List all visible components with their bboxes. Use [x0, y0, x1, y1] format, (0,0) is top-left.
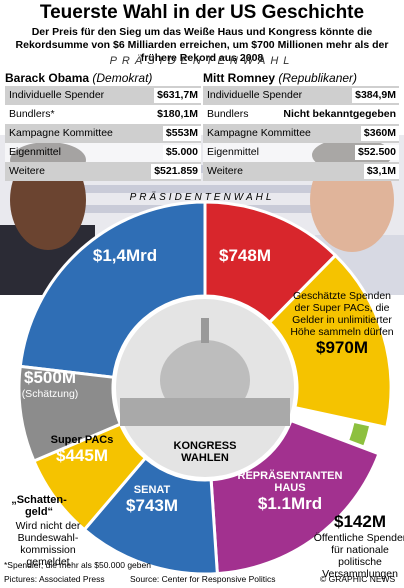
subtitle: Der Preis für den Sieg um das Weiße Haus… — [15, 26, 389, 64]
section-label: PRÄSIDENTENWAHL — [109, 55, 295, 67]
row-label: Weitere — [9, 165, 45, 177]
value-label: $1,4Mrd — [92, 246, 158, 265]
value-label: $970M — [316, 338, 368, 357]
row-value: $521.859 — [151, 164, 201, 179]
row-value: $631,7M — [154, 88, 201, 103]
table-row: Individuelle Spender $384,9M — [203, 86, 399, 105]
row-value: $180,1M — [154, 107, 201, 122]
footnote: *Spendier, die mehr als $50.000 geben — [4, 560, 151, 570]
row-value: $5.000 — [162, 145, 201, 160]
table-row: Eigenmittel $5.000 — [5, 143, 201, 162]
segment-label: $748M — [205, 246, 285, 266]
table-row: Kampagne Kommittee $360M — [203, 124, 399, 143]
row-label: Kampagne Kommittee — [207, 127, 311, 139]
row-value: $553M — [162, 126, 201, 141]
row-value: $3,1M — [363, 164, 399, 179]
row-label: Bundlers — [207, 108, 249, 120]
row-value: $52.500 — [355, 145, 399, 160]
title: Teuerste Wahl in der US Geschichte — [39, 2, 365, 23]
table-row: Bundlers* $180,1M — [5, 105, 201, 124]
value-label: $743M — [126, 496, 178, 515]
candidate-name: Mitt Romney (Republikaner) — [203, 71, 399, 85]
segment-label: SENAT $743M — [112, 484, 192, 516]
segment-label: REPRÄSENTANTEN HAUS $1.1Mrd — [230, 470, 350, 514]
segment-label: $500M (Schätzung) — [10, 368, 90, 400]
name: Mitt Romney — [203, 71, 275, 85]
row-label: Bundlers* — [9, 108, 55, 120]
table-row: Weitere $3,1M — [203, 162, 399, 181]
annotation: Wird nicht der Bundeswahl-kommission gem… — [15, 520, 81, 568]
table-row: Weitere $521.859 — [5, 162, 201, 181]
pictures-credit: Pictures: Associated Press — [4, 574, 105, 584]
value-label: $142M — [334, 512, 386, 531]
row-label: Individuelle Spender — [9, 89, 105, 101]
pie-segment — [17, 364, 123, 463]
segment-label: Geschätzte Spenden der Super PACs, die G… — [286, 290, 398, 358]
capitol-base — [120, 398, 290, 426]
row-value: $384,9M — [352, 88, 399, 103]
row-label: Eigenmittel — [9, 146, 61, 158]
category-label: Geschätzte Spenden der Super PACs, die G… — [290, 290, 394, 338]
category-label: SENAT — [133, 484, 171, 496]
pie-segment — [209, 418, 381, 576]
table-row: Bundlers Nicht bekanntgegeben — [203, 105, 399, 124]
party: (Republikaner) — [278, 71, 358, 85]
value-label: $500M — [24, 368, 76, 387]
category-label: „Schatten-geld“ — [11, 494, 67, 518]
credit: © GRAPHIC NEWS — [320, 574, 396, 584]
table-row: Kampagne Kommittee $553M — [5, 124, 201, 143]
category-label: Super PACs — [50, 434, 114, 446]
value-label: $445M — [56, 446, 108, 465]
party: (Demokrat) — [92, 71, 153, 85]
row-label: Kampagne Kommittee — [9, 127, 113, 139]
segment-label: $1,4Mrd — [80, 246, 170, 266]
category-label: REPRÄSENTANTEN HAUS — [237, 470, 343, 494]
segment-label: Super PACs $445M — [42, 434, 122, 466]
table-row: Eigenmittel $52.500 — [203, 143, 399, 162]
capitol-spire — [201, 318, 209, 343]
segment-label: $142M Öffentliche Spender für nationale p… — [310, 512, 404, 580]
pie-segment — [267, 253, 393, 430]
row-value: $360M — [360, 126, 399, 141]
annotation: (Schätzung) — [21, 388, 79, 400]
table-row: Individuelle Spender $631,7M — [5, 86, 201, 105]
row-label: Individuelle Spender — [207, 89, 303, 101]
row-label: Eigenmittel — [207, 146, 259, 158]
source: Source: Center for Responsive Politics — [130, 574, 276, 584]
center-label: KONGRESS WAHLEN — [173, 440, 237, 464]
row-value: Nicht bekanntgegeben — [280, 107, 399, 122]
ring-label: PRÄSIDENTENWAHL — [129, 192, 275, 203]
row-label: Weitere — [207, 165, 243, 177]
value-label: $1.1Mrd — [257, 494, 323, 513]
name: Barack Obama — [5, 71, 90, 85]
value-label: $748M — [219, 246, 271, 265]
candidate-name: Barack Obama (Demokrat) — [5, 71, 201, 85]
category-label: Öffentliche Spender für nationale politi… — [313, 532, 404, 580]
pie-segment — [18, 200, 207, 379]
